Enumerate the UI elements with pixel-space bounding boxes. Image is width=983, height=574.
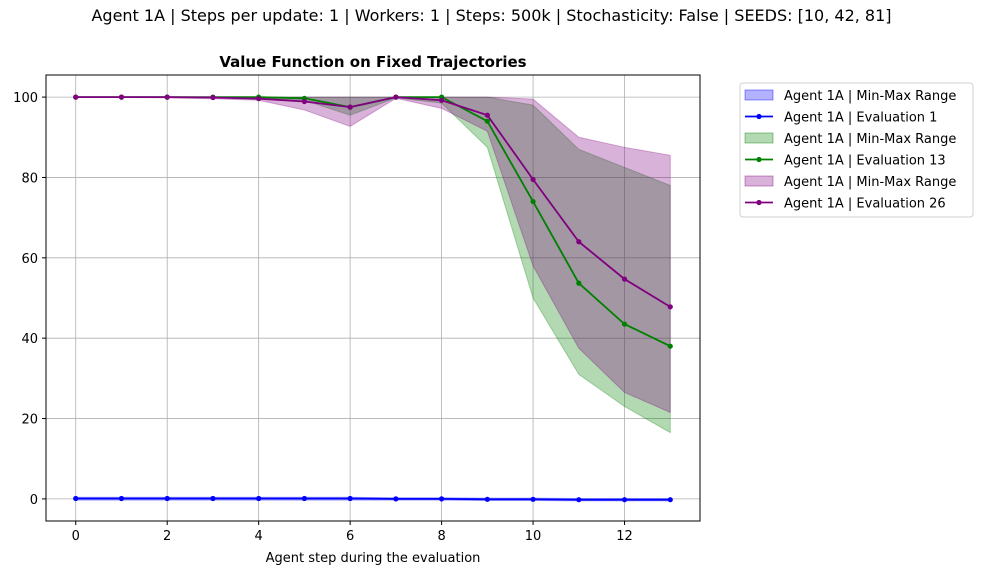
data-point [73, 94, 79, 100]
figure-suptitle: Agent 1A | Steps per update: 1 | Workers… [91, 6, 892, 25]
range-fills [75, 96, 671, 502]
data-point [256, 495, 262, 502]
legend-swatch-marker [756, 199, 762, 206]
y-tick-label: 40 [21, 332, 38, 347]
chart-title: Value Function on Fixed Trajectories [219, 53, 526, 71]
data-point [347, 495, 353, 502]
data-point [164, 94, 170, 100]
data-point [439, 496, 445, 502]
legend-box [739, 82, 974, 218]
legend-label-series: Agent 1A | Evaluation 13 [784, 154, 946, 169]
x-axis-label: Agent step during the evaluation [266, 551, 481, 566]
legend-label-range: Agent 1A | Min-Max Range [784, 175, 956, 190]
legend: Agent 1A | Min-Max Range Agent 1A | Evalu… [739, 82, 974, 218]
legend-swatch-marker [756, 156, 762, 163]
data-point [118, 495, 125, 502]
data-point [301, 495, 307, 502]
plot-frame [45, 74, 701, 522]
data-point [393, 94, 399, 100]
data-point [347, 104, 353, 110]
data-point [530, 176, 536, 183]
x-tick-label: 2 [163, 529, 171, 544]
legend-swatch-range [744, 175, 774, 187]
data-point [256, 96, 262, 102]
data-point [621, 321, 628, 327]
x-tick-label: 4 [255, 529, 263, 544]
legend-swatch-range [744, 89, 774, 101]
data-point [118, 94, 125, 100]
data-point [530, 496, 536, 502]
legend-label-series: Agent 1A | Evaluation 26 [784, 197, 946, 212]
data-point [667, 304, 673, 310]
data-point [484, 496, 490, 502]
data-point [621, 497, 628, 503]
x-tick-label: 10 [525, 529, 542, 544]
legend-label-series: Agent 1A | Evaluation 1 [784, 111, 937, 126]
y-tick-label: 0 [30, 493, 38, 508]
y-tick-label: 20 [21, 413, 38, 428]
axes: 0 2 4 6 8 10 12 0 20 40 60 80 100 [13, 74, 701, 544]
data-point [164, 495, 170, 502]
legend-swatch-marker [756, 113, 762, 120]
data-point [621, 276, 628, 282]
x-tick-label: 12 [616, 529, 633, 544]
data-point [667, 343, 673, 349]
data-point [439, 97, 445, 103]
x-tick-label: 8 [437, 529, 445, 544]
series-lines [73, 94, 673, 503]
legend-label-range: Agent 1A | Min-Max Range [784, 132, 956, 147]
data-point [484, 112, 490, 118]
data-point [73, 495, 79, 502]
y-tick-label: 60 [21, 252, 38, 267]
data-point [484, 118, 490, 124]
legend-swatch-range [744, 132, 774, 144]
data-point [210, 94, 216, 101]
data-point [393, 496, 399, 502]
y-tick-label: 100 [13, 91, 38, 106]
data-point [210, 495, 216, 502]
series-line [75, 497, 671, 501]
data-point [576, 497, 582, 503]
data-point [576, 280, 582, 286]
x-tick-label: 0 [72, 529, 80, 544]
legend-label-range: Agent 1A | Min-Max Range [784, 89, 956, 104]
x-tick-label: 6 [346, 529, 354, 544]
series-line [75, 96, 671, 308]
data-point [576, 239, 582, 245]
y-tick-label: 80 [21, 171, 38, 186]
data-point [667, 497, 673, 503]
data-point [530, 198, 536, 205]
data-point [301, 98, 307, 105]
